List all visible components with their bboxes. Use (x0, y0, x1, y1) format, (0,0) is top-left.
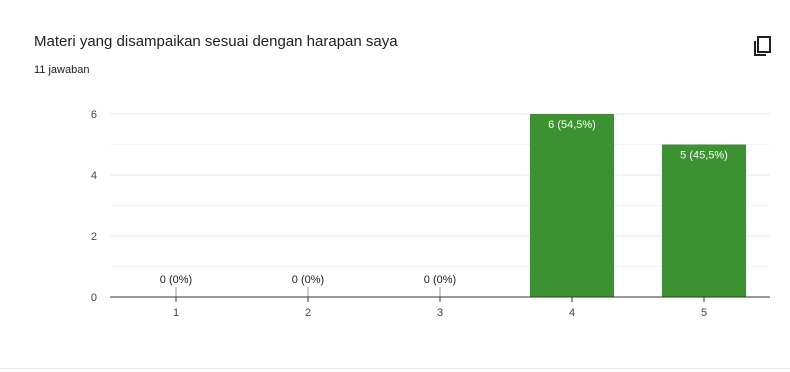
x-tick-label: 1 (173, 307, 179, 319)
chart-title: Materi yang disampaikan sesuai dengan ha… (34, 33, 398, 50)
data-label: 0 (0%) (160, 274, 192, 286)
data-label: 5 (45,5%) (680, 150, 728, 162)
x-tick-label: 3 (437, 307, 443, 319)
y-tick-label: 6 (91, 109, 97, 121)
data-label: 6 (54,5%) (548, 119, 596, 131)
x-tick-label: 5 (701, 307, 707, 319)
x-tick-label: 4 (569, 307, 575, 319)
copy-chart-button[interactable] (750, 31, 776, 57)
y-tick-label: 2 (91, 231, 97, 243)
copy-icon (754, 36, 771, 56)
data-label: 0 (0%) (424, 274, 456, 286)
bar (530, 114, 614, 297)
y-tick-label: 0 (91, 292, 97, 304)
divider (0, 368, 790, 369)
data-label: 0 (0%) (292, 274, 324, 286)
bar (662, 144, 746, 297)
x-tick-label: 2 (305, 307, 311, 319)
response-count: 11 jawaban (34, 64, 90, 76)
y-tick-label: 4 (91, 170, 97, 182)
